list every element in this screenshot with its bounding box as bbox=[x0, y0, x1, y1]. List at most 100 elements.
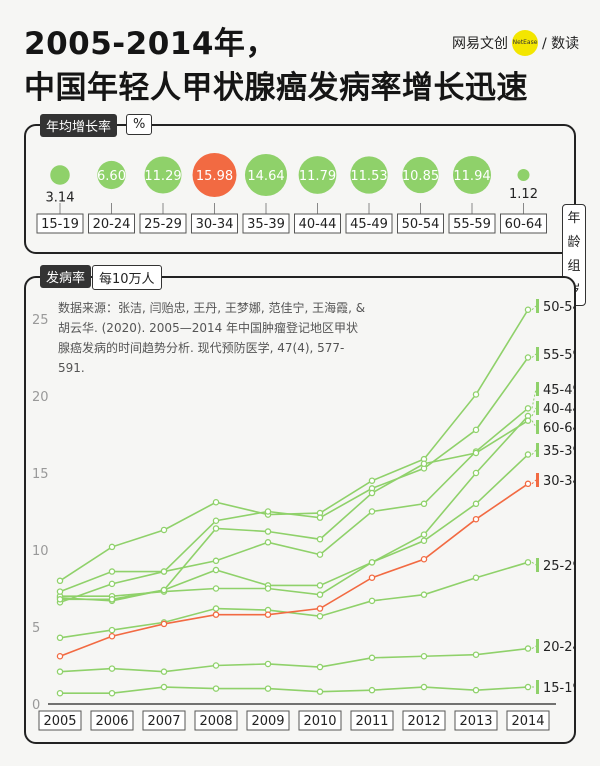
growth-value-label-35-39: 14.64 bbox=[247, 169, 284, 184]
growth-value-label-55-59: 11.94 bbox=[453, 169, 490, 184]
series-line-30-34 bbox=[59, 483, 529, 658]
x-tick-2008: 2008 bbox=[199, 714, 232, 729]
data-point-15-19-2009 bbox=[264, 685, 272, 692]
data-point-55-59-2008 bbox=[212, 517, 220, 524]
data-point-25-29-2014 bbox=[524, 559, 532, 566]
year-box-2005 bbox=[38, 710, 82, 731]
brand-column: / 数读 bbox=[542, 36, 580, 52]
data-point-45-49-2009 bbox=[264, 539, 272, 546]
year-box-2008 bbox=[194, 710, 238, 731]
series-connector-50-54 bbox=[531, 305, 537, 311]
line-chart: 0 5 10 15 20 25 2005 2006 2007 2008 2009 2010 2011 20… bbox=[32, 299, 574, 731]
data-point-15-19-2014 bbox=[524, 683, 532, 691]
growth-bubble-40-44 bbox=[298, 156, 337, 194]
series-label-20-24: 20-24 bbox=[543, 640, 574, 655]
data-point-35-39-2008 bbox=[212, 566, 220, 574]
data-point-40-44-2010 bbox=[316, 591, 324, 598]
age-group-tick-50-54: 50-54 bbox=[402, 217, 440, 232]
series-connector-35-39 bbox=[531, 449, 537, 455]
data-point-30-34-2009 bbox=[264, 611, 272, 618]
growth-value-label-20-24: 6.60 bbox=[97, 169, 126, 184]
x-tick-2012: 2012 bbox=[407, 714, 440, 729]
age-group-tick-30-34: 30-34 bbox=[196, 217, 234, 232]
growth-value-label-50-54: 10.85 bbox=[402, 169, 439, 184]
growth-value-label-15-19: 3.14 bbox=[46, 191, 75, 206]
data-point-20-24-2013 bbox=[472, 651, 480, 658]
series-line-45-49 bbox=[59, 407, 529, 604]
x-tick-2007: 2007 bbox=[147, 714, 180, 729]
data-point-45-49-2008 bbox=[212, 557, 220, 565]
data-point-45-49-2010 bbox=[316, 551, 324, 558]
series-label-60-64: 60-64 bbox=[543, 421, 574, 436]
data-point-60-64-2014 bbox=[524, 417, 532, 424]
data-point-60-64-2008 bbox=[212, 525, 220, 532]
year-box-2014 bbox=[506, 710, 550, 731]
data-point-55-59-2007 bbox=[160, 568, 168, 575]
y-tick-0: 0 bbox=[32, 698, 40, 713]
data-point-30-34-2012 bbox=[420, 555, 428, 563]
age-group-box-60-64 bbox=[500, 213, 547, 234]
data-point-30-34-2011 bbox=[368, 574, 376, 581]
series-label-45-49: 45-49 bbox=[543, 383, 574, 398]
data-point-40-44-2008 bbox=[212, 585, 220, 592]
growth-bubble-25-29 bbox=[144, 156, 182, 194]
y-tick-25: 25 bbox=[32, 313, 49, 328]
data-point-50-54-2007 bbox=[160, 526, 168, 534]
growth-panel: 3.14 15-19 6.60 20-24 11.29 25-29 15.98 30-34 14… bbox=[24, 124, 576, 254]
age-group-tick-45-49: 45-49 bbox=[350, 217, 388, 232]
series-label-25-29: 25-29 bbox=[543, 559, 574, 574]
growth-value-label-40-44: 11.79 bbox=[299, 169, 336, 184]
data-point-20-24-2006 bbox=[108, 665, 116, 672]
series-label-40-44: 40-44 bbox=[543, 402, 574, 417]
growth-bubble-30-34 bbox=[192, 153, 237, 197]
data-point-35-39-2010 bbox=[316, 582, 324, 589]
data-point-15-19-2008 bbox=[212, 685, 220, 692]
data-point-25-29-2011 bbox=[368, 597, 376, 605]
data-point-25-29-2013 bbox=[472, 574, 480, 581]
year-box-2006 bbox=[90, 710, 134, 731]
data-point-25-29-2006 bbox=[108, 626, 116, 634]
data-point-60-64-2010 bbox=[316, 535, 324, 543]
title-line-1: 2005-2014年， bbox=[24, 26, 277, 62]
data-point-50-54-2005 bbox=[56, 577, 64, 585]
age-group-box-40-44 bbox=[294, 213, 341, 234]
data-point-60-64-2006 bbox=[108, 596, 116, 603]
data-point-40-44-2013 bbox=[472, 469, 480, 477]
series-line-20-24 bbox=[59, 647, 529, 673]
age-group-tick-20-24: 20-24 bbox=[93, 217, 131, 232]
data-point-45-49-2014 bbox=[524, 405, 532, 412]
series-label-50-54: 50-54 bbox=[543, 300, 574, 315]
bubble-chart: 3.14 15-19 6.60 20-24 11.29 25-29 15.98 30-34 14… bbox=[36, 153, 547, 234]
data-point-30-34-2006 bbox=[108, 632, 116, 640]
data-point-35-39-2013 bbox=[472, 500, 480, 508]
incidence-panel: 0 5 10 15 20 25 2005 2006 2007 2008 2009 2010 2011 20… bbox=[24, 276, 576, 744]
y-tick-15: 15 bbox=[32, 467, 49, 482]
data-point-60-64-2013 bbox=[472, 449, 480, 457]
growth-value-label-45-49: 11.53 bbox=[350, 169, 387, 184]
growth-bubble-60-64 bbox=[517, 169, 530, 181]
data-point-60-64-2007 bbox=[160, 586, 168, 594]
data-point-25-29-2008 bbox=[212, 605, 220, 612]
growth-unit: % bbox=[126, 114, 153, 135]
brand-name: 网易文创 bbox=[452, 36, 508, 52]
series-marker-60-64 bbox=[536, 420, 539, 434]
data-point-20-24-2005 bbox=[56, 668, 64, 675]
data-point-55-59-2009 bbox=[264, 508, 272, 515]
age-group-tick-25-29: 25-29 bbox=[144, 217, 182, 232]
data-point-35-39-2014 bbox=[524, 451, 532, 458]
data-point-15-19-2006 bbox=[108, 689, 116, 697]
year-box-2012 bbox=[402, 710, 446, 731]
data-point-50-54-2014 bbox=[524, 306, 532, 314]
x-tick-2005: 2005 bbox=[43, 714, 76, 729]
data-point-20-24-2009 bbox=[264, 660, 272, 668]
data-point-20-24-2008 bbox=[212, 662, 220, 669]
series-label-15-19: 15-19 bbox=[543, 681, 574, 696]
data-point-60-64-2009 bbox=[264, 528, 272, 535]
series-connector-60-64 bbox=[531, 420, 537, 428]
series-marker-45-49 bbox=[536, 382, 539, 396]
data-point-15-19-2010 bbox=[316, 688, 324, 695]
age-group-box-45-49 bbox=[345, 213, 393, 234]
data-point-55-59-2013 bbox=[472, 426, 480, 434]
age-group-box-25-29 bbox=[139, 213, 187, 234]
data-point-20-24-2010 bbox=[316, 663, 324, 671]
